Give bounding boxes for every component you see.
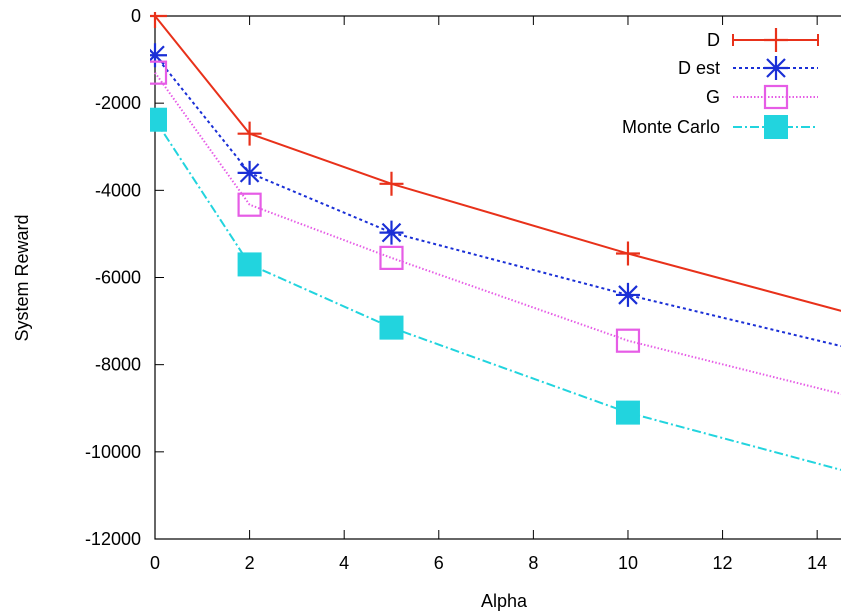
x-tick-label: 8 (528, 553, 538, 573)
x-tick-label: 12 (713, 553, 733, 573)
series-d (150, 12, 841, 312)
data-point (237, 192, 262, 217)
y-tick-label: -12000 (85, 529, 141, 549)
y-tick-label: -4000 (95, 180, 141, 200)
data-point (379, 220, 404, 245)
plot-frame (154, 15, 841, 540)
x-tick-label: 0 (150, 553, 160, 573)
data-point (237, 121, 262, 146)
series-monte-carlo (150, 107, 841, 471)
data-point (237, 252, 262, 277)
legend-label: D (707, 30, 720, 50)
legend-marker (764, 115, 788, 139)
y-tick-label: -6000 (95, 268, 141, 288)
y-tick-label: -10000 (85, 442, 141, 462)
data-point (150, 43, 167, 68)
data-point (379, 315, 404, 340)
series-line (154, 72, 841, 395)
data-point (615, 328, 641, 353)
data-point (615, 400, 640, 425)
legend-marker (764, 28, 788, 52)
series-line (154, 54, 841, 348)
x-axis-title: Alpha (481, 591, 528, 611)
legend-label: Monte Carlo (622, 117, 720, 137)
x-tick-label: 10 (618, 553, 638, 573)
y-tick-label: -8000 (95, 355, 141, 375)
legend: D D est G Monte Carlo (622, 28, 819, 139)
legend-line-cap (732, 34, 819, 46)
y-axis-title: System Reward (12, 214, 32, 341)
legend-label: D est (678, 58, 720, 78)
legend-marker (764, 56, 788, 80)
data-point (150, 12, 167, 28)
data-point (150, 107, 167, 132)
data-point (150, 60, 168, 85)
x-tick-label: 4 (339, 553, 349, 573)
data-point (379, 171, 404, 196)
legend-marker (763, 84, 789, 110)
data-point (379, 245, 404, 270)
y-tick-label: -2000 (95, 93, 141, 113)
x-tick-label: 2 (245, 553, 255, 573)
y-tick-label: 0 (131, 6, 141, 26)
data-point (615, 241, 640, 266)
series-g (150, 60, 841, 395)
data-point (615, 282, 640, 307)
x-tick-label: 14 (807, 553, 827, 573)
series-layer (150, 12, 841, 471)
data-point (237, 160, 262, 185)
legend-label: G (706, 87, 720, 107)
series-d-est (150, 43, 841, 348)
x-tick-label: 6 (434, 553, 444, 573)
